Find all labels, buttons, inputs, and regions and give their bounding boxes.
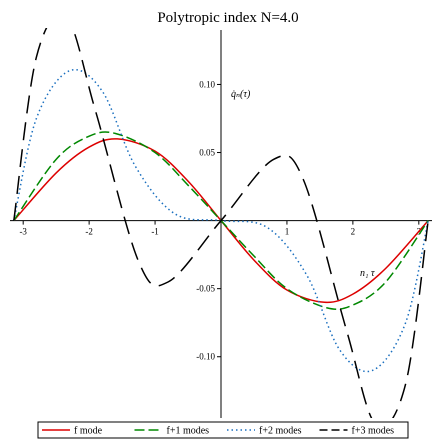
legend-label: f+2 modes: [259, 426, 302, 437]
legend-label: f mode: [74, 426, 103, 437]
chart-title: Polytropic index N=4.0: [157, 10, 298, 26]
y-tick-label: 0.05: [199, 148, 215, 158]
series-line-f-3-modes: [13, 28, 429, 418]
legend: f mode f+1 modes f+2 modes f+3 modes: [37, 421, 409, 439]
y-tick-label: 0.10: [199, 79, 215, 89]
axes: -3 -2 -1 1 2 30.100.05-0.05-0.10: [10, 30, 432, 418]
x-tick-label: -3: [19, 227, 27, 237]
y-tick-label: -0.05: [196, 284, 215, 294]
y-tick-label: -0.10: [196, 352, 215, 362]
x-tick-label: 2: [351, 227, 356, 237]
legend-label: f+1 modes: [167, 426, 210, 437]
legend-label: f+3 modes: [352, 426, 395, 437]
x-tick-label: -1: [151, 227, 159, 237]
x-axis-label: n₁ τ: [360, 268, 375, 279]
y-axis-label: q̇ₙ(τ): [231, 89, 251, 100]
series-layer: [13, 28, 429, 418]
x-tick-label: -2: [85, 227, 93, 237]
legend-box: [37, 421, 409, 439]
x-tick-label: 1: [285, 227, 290, 237]
